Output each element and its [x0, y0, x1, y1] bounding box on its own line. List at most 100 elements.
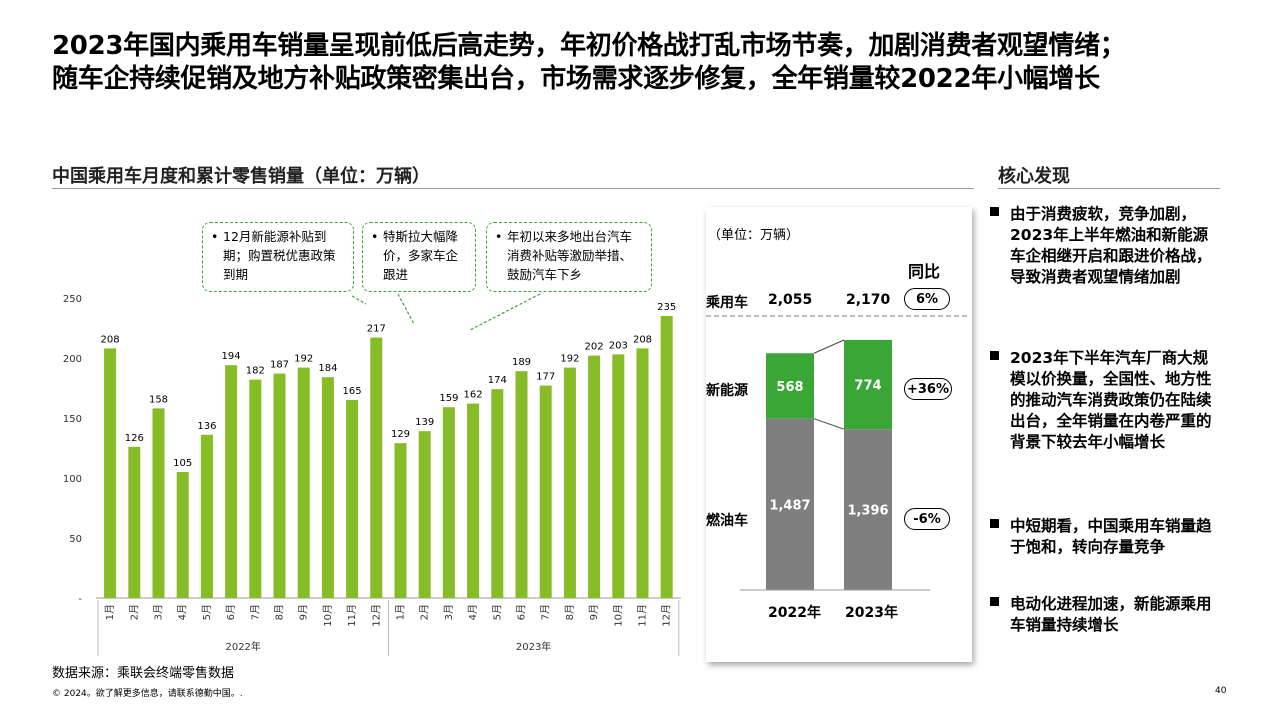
bar-value-label: 208 — [101, 334, 120, 345]
finding-bullet-icon — [990, 519, 999, 528]
x-tick-label: 5月 — [491, 604, 503, 620]
callout-subsidy-expiry: • 12月新能源补贴到期；购置税优惠政策到期 — [202, 222, 354, 292]
ice-value-label: 1,396 — [847, 504, 888, 519]
nev-value-label: 774 — [854, 379, 881, 394]
callout-text: 12月新能源补贴到期；购置税优惠政策到期 — [223, 229, 336, 282]
callout-bullet: • — [495, 229, 503, 244]
x-tick-label: 4月 — [177, 604, 189, 620]
y-tick-label: 50 — [69, 534, 82, 545]
group-label: 2022年 — [225, 640, 260, 653]
bar-2022年-6月 — [225, 365, 238, 598]
x-tick-label: 2月 — [128, 604, 140, 620]
bar-value-label: 162 — [464, 390, 483, 401]
bar-value-label: 203 — [609, 340, 628, 351]
callout-pointer — [351, 295, 367, 305]
x-tick-label: 12月 — [661, 604, 673, 627]
nev-row-label: 新能源 — [706, 383, 748, 399]
annual-comparison-panel — [706, 207, 972, 662]
finding-item: 中短期看，中国乘用车销量趋于饱和，转向存量竞争 — [990, 516, 1220, 558]
bar-value-label: 158 — [149, 394, 168, 405]
finding-text: 中短期看，中国乘用车销量趋于饱和，转向存量竞争 — [1010, 517, 1212, 556]
bar-value-label: 182 — [246, 366, 265, 377]
finding-item: 电动化进程加速，新能源乘用车销量持续增长 — [990, 594, 1220, 636]
bar-2023年-2月 — [418, 431, 431, 598]
copyright: © 2024。欲了解更多信息，请联系德勤中国。. — [52, 689, 243, 699]
bar-2023年-1月 — [394, 443, 407, 598]
x-tick-label: 4月 — [467, 604, 479, 620]
year-label-2022: 2022年 — [768, 605, 821, 621]
bar-value-label: 105 — [173, 458, 192, 469]
bar-2022年-5月 — [200, 434, 213, 598]
x-tick-label: 8月 — [564, 604, 576, 620]
bar-2022年-8月 — [273, 373, 286, 598]
bar-2022年-9月 — [297, 367, 310, 598]
group-label: 2023年 — [516, 640, 551, 653]
finding-text: 由于消费疲软，竞争加剧，2023年上半年燃油和新能源车企相继开启和跟进价格战，导… — [1010, 205, 1212, 286]
title-line-1: 2023年国内乘用车销量呈现前低后高走势，年初价格战打乱市场节奏，加剧消费者观望… — [52, 31, 1126, 61]
bar-value-label: 174 — [488, 375, 507, 386]
callout-text: 年初以来多地出台汽车消费补贴等激励举措、鼓励汽车下乡 — [507, 229, 633, 282]
bar-connector — [813, 418, 845, 430]
bar-2022年-10月 — [321, 377, 334, 598]
bar-value-label: 235 — [657, 302, 676, 313]
total-2022: 2,055 — [768, 292, 813, 308]
y-tick-label: 150 — [63, 414, 82, 425]
bar-2023年-8月 — [563, 367, 576, 598]
bar-value-label: 136 — [197, 421, 216, 432]
bar-2022年-2月 — [128, 446, 141, 598]
x-tick-label: 10月 — [612, 604, 624, 627]
bar-value-label: 177 — [536, 372, 555, 383]
callout-pointer — [397, 293, 415, 325]
bar-connector — [813, 339, 845, 354]
finding-bullet-icon — [990, 207, 999, 216]
finding-item: 2023年下半年汽车厂商大规模以价换量，全国性、地方性的推动汽车消费政策仍在陆续… — [990, 348, 1220, 453]
ice-row-label: 燃油车 — [706, 513, 748, 529]
bar-value-label: 208 — [633, 334, 652, 345]
x-tick-label: 10月 — [322, 604, 334, 627]
nev-bar-2023年 — [844, 340, 892, 430]
page-number: 40 — [1215, 686, 1227, 696]
left-section-title: 中国乘用车月度和累计零售销量（单位：万辆） — [52, 166, 430, 187]
ice-value-label: 1,487 — [769, 498, 810, 513]
slide-title: 2023年国内乘用车销量呈现前低后高走势，年初价格战打乱市场节奏，加剧消费者观望… — [52, 30, 1252, 96]
monthly-sales-chart: - 50 100 150 200 250 208 1月 126 2月 158 3月 105 4月 136 5月… — [63, 293, 681, 656]
finding-bullet-icon — [990, 597, 999, 606]
x-tick-label: 5月 — [201, 604, 213, 620]
ice-bar-2022年 — [766, 418, 814, 590]
y-tick-label: - — [78, 594, 82, 605]
bar-2023年-3月 — [442, 407, 455, 598]
finding-bullet-icon — [990, 351, 999, 360]
yoy-header: 同比 — [908, 262, 941, 281]
total-2023: 2,170 — [846, 292, 891, 308]
callout-text: 特斯拉大幅降价，多家车企跟进 — [383, 229, 459, 282]
x-tick-label: 11月 — [346, 604, 358, 627]
callout-pointer — [469, 293, 541, 331]
nev-yoy-badge: +36% — [904, 378, 952, 400]
bar-2023年-12月 — [660, 316, 673, 598]
x-tick-label: 7月 — [540, 604, 552, 620]
x-tick-label: 1月 — [395, 604, 407, 620]
bar-2022年-3月 — [152, 408, 165, 598]
x-tick-label: 3月 — [443, 604, 455, 620]
bar-value-label: 187 — [270, 360, 289, 371]
bar-2023年-11月 — [636, 348, 649, 598]
x-tick-label: 1月 — [104, 604, 116, 620]
bar-2023年-9月 — [588, 355, 601, 598]
x-tick-label: 11月 — [637, 604, 649, 627]
bar-2022年-11月 — [346, 400, 359, 598]
right-section-divider — [998, 188, 1220, 189]
bar-value-label: 126 — [125, 433, 144, 444]
left-section-divider — [52, 188, 974, 189]
year-label-2023: 2023年 — [845, 605, 898, 621]
bar-2023年-6月 — [515, 371, 528, 598]
x-tick-label: 9月 — [298, 604, 310, 620]
bar-2022年-4月 — [176, 472, 189, 598]
x-tick-label: 6月 — [225, 604, 237, 620]
callout-tesla-price-cut: • 特斯拉大幅降价，多家车企跟进 — [362, 222, 476, 292]
finding-text: 电动化进程加速，新能源乘用车销量持续增长 — [1010, 595, 1212, 634]
bar-value-label: 139 — [415, 417, 434, 428]
bar-value-label: 202 — [585, 342, 604, 353]
bar-value-label: 159 — [439, 393, 458, 404]
y-tick-label: 100 — [63, 474, 82, 485]
bar-value-label: 192 — [294, 354, 313, 365]
